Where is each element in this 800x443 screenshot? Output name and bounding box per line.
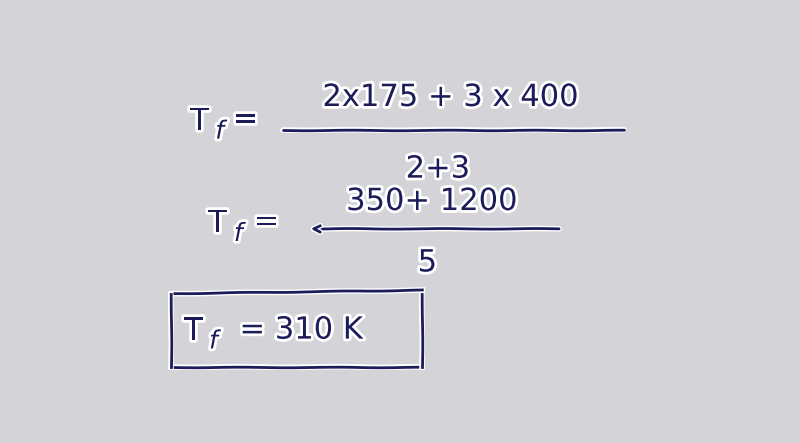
Text: =: =: [233, 105, 258, 134]
Text: T: T: [184, 317, 202, 346]
Text: T: T: [209, 209, 227, 238]
Text: f: f: [234, 222, 242, 246]
Text: T: T: [190, 107, 209, 136]
Text: 350+ 1200: 350+ 1200: [346, 187, 518, 216]
Text: =: =: [254, 207, 279, 237]
Text: 2+3: 2+3: [406, 155, 470, 184]
Text: = 310 K: = 310 K: [239, 316, 363, 345]
Text: 5: 5: [418, 249, 437, 277]
Text: f: f: [215, 120, 224, 144]
Text: 2x175 + 3 x 400: 2x175 + 3 x 400: [322, 83, 578, 112]
Text: f: f: [209, 330, 218, 354]
